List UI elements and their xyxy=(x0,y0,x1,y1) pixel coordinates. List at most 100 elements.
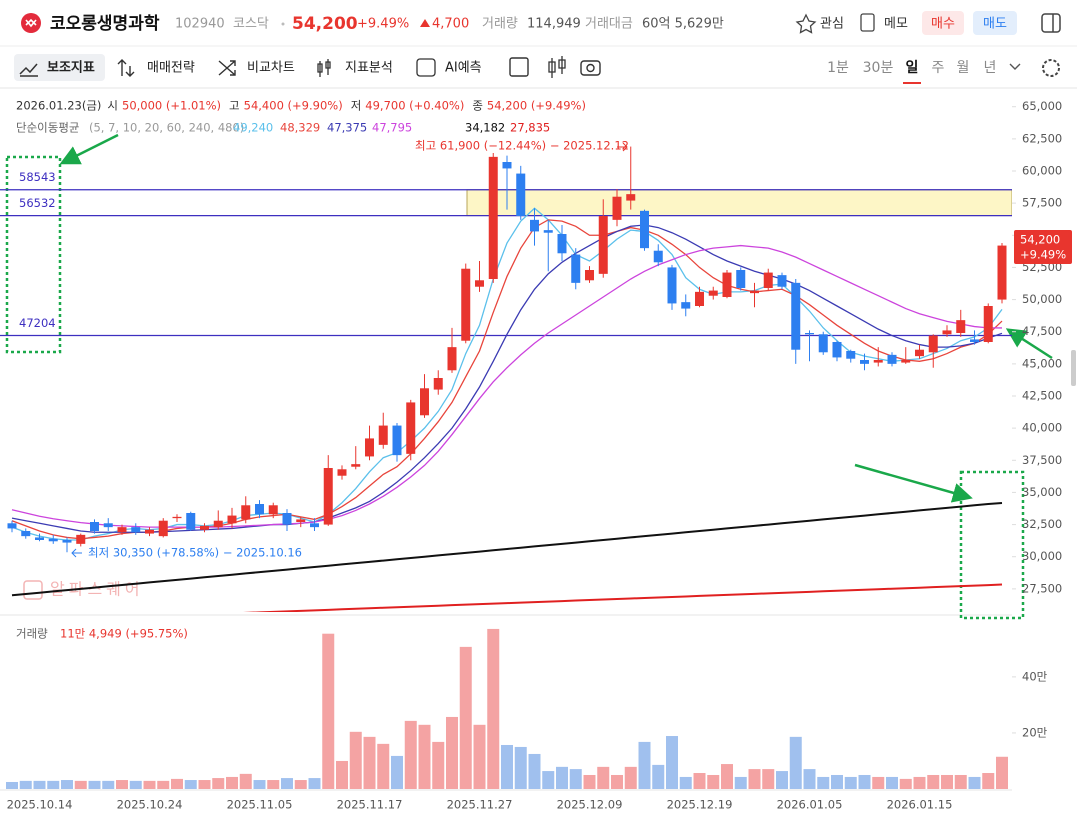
header-button[interactable]: 관심 xyxy=(820,17,844,32)
candle-body xyxy=(103,523,113,528)
tool[interactable]: 매매전략 xyxy=(147,61,195,76)
candle-body xyxy=(640,210,649,249)
x-tick-label: 2025.12.09 xyxy=(557,798,623,812)
header-market: 코스닥 xyxy=(233,17,269,32)
volume-bar xyxy=(459,646,472,789)
logo-mark xyxy=(25,18,37,28)
volume-bar xyxy=(913,776,926,789)
header-change_pct: +9.49% xyxy=(357,17,409,32)
moving-average xyxy=(11,219,1003,540)
star-icon[interactable] xyxy=(795,13,817,34)
volume-bar xyxy=(583,774,596,789)
tool-icon xyxy=(416,58,436,77)
zone xyxy=(466,189,1012,217)
header-button[interactable]: 매수 xyxy=(931,17,955,32)
volume-bar xyxy=(501,744,513,789)
volume-bar xyxy=(226,776,238,789)
settings-icon[interactable] xyxy=(1042,59,1060,77)
volume-bar xyxy=(996,756,1008,789)
tool[interactable]: AI예측 xyxy=(445,61,482,76)
volume-bar xyxy=(377,743,390,789)
volume-bar xyxy=(624,766,637,789)
volume-bar xyxy=(253,780,266,789)
candle-body xyxy=(420,388,429,416)
volume-bar xyxy=(954,774,967,789)
volume-bar xyxy=(748,769,761,789)
candle-body xyxy=(227,515,237,524)
chevron[interactable] xyxy=(1009,63,1021,70)
candle-body xyxy=(942,330,952,335)
candle-body xyxy=(392,425,402,456)
sell-button[interactable] xyxy=(973,11,1017,35)
period[interactable]: 일 xyxy=(906,60,919,76)
memo-icon[interactable] xyxy=(860,13,875,32)
period[interactable]: 월 xyxy=(957,60,970,76)
volume-bar xyxy=(294,780,307,789)
last-price: 54,200 xyxy=(1020,233,1060,247)
volume-bar xyxy=(528,753,541,789)
volume-bar xyxy=(927,774,940,789)
candle-body xyxy=(901,360,911,363)
logo xyxy=(21,13,41,33)
legend-date: 2026.01.23(금) xyxy=(16,99,101,113)
y-tick-label: 60,000 xyxy=(1022,164,1062,178)
y-tick-label: 35,000 xyxy=(1022,485,1062,499)
legend-key: 시 xyxy=(107,99,118,113)
scrollbar[interactable] xyxy=(1071,350,1076,386)
candle-body xyxy=(626,194,636,201)
y-tick-label: 42,500 xyxy=(1022,389,1062,403)
candle-body xyxy=(585,270,594,281)
volume-bar xyxy=(899,778,912,789)
candle-body xyxy=(117,527,127,533)
volume-bar xyxy=(171,778,183,789)
volume-bar xyxy=(88,780,101,789)
header-volume: 114,949 xyxy=(527,17,581,32)
candle-body xyxy=(832,342,842,358)
volume-bar xyxy=(817,776,830,789)
candle-body xyxy=(158,520,168,537)
period[interactable]: 년 xyxy=(984,60,997,76)
header-button[interactable]: 매도 xyxy=(983,17,1007,32)
ma-legend-value: 27,835 xyxy=(510,121,550,135)
tool[interactable]: 보조지표 xyxy=(47,61,95,76)
tool[interactable]: 지표분석 xyxy=(345,61,393,76)
x-tick-label: 2025.11.05 xyxy=(227,798,293,812)
volume-value: 11만 4,949 (+95.75%) xyxy=(60,627,188,641)
tool-icon xyxy=(117,59,135,77)
y-tick-label: 37,500 xyxy=(1022,453,1062,467)
header-amount_label: 거래대금 xyxy=(585,17,633,32)
volume-bar xyxy=(762,769,775,789)
period-underline xyxy=(903,82,921,84)
candle-body xyxy=(447,347,457,371)
period[interactable]: 주 xyxy=(932,60,945,76)
y-tick-label: 50,000 xyxy=(1022,292,1062,306)
candle-body xyxy=(805,333,814,335)
x-tick-label: 2025.12.19 xyxy=(667,798,733,812)
tool-active-bg xyxy=(14,54,105,81)
candle-icon[interactable] xyxy=(548,56,566,78)
volume-bar xyxy=(707,774,720,789)
legend-value: 54,400 (+9.90%) xyxy=(244,99,343,113)
period[interactable]: 1분 xyxy=(827,60,849,76)
candle-body xyxy=(695,291,704,306)
candle-body xyxy=(612,196,622,220)
camera-icon[interactable] xyxy=(580,60,601,76)
y-tick-label: 40,000 xyxy=(1022,421,1062,435)
panel-icon[interactable] xyxy=(1041,13,1061,33)
volume-bar xyxy=(143,780,156,789)
checkbox[interactable] xyxy=(509,57,529,77)
candle-body xyxy=(475,280,484,287)
candle-body xyxy=(708,290,718,296)
volume-bar xyxy=(61,780,73,789)
candle-body xyxy=(282,513,292,525)
volume-bar xyxy=(47,780,60,789)
buy-button[interactable] xyxy=(922,11,964,35)
period[interactable]: 30분 xyxy=(863,60,894,76)
legend-value: 49,700 (+0.40%) xyxy=(365,99,464,113)
tool-icon xyxy=(19,63,38,77)
tool[interactable]: 비교차트 xyxy=(247,61,295,76)
level-label: 56532 xyxy=(19,196,56,210)
candle-body xyxy=(530,219,539,232)
header-button[interactable]: 메모 xyxy=(884,17,908,32)
